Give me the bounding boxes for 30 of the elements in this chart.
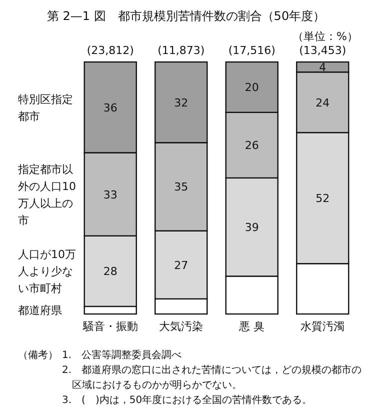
series-label: 指定都市以外の人口10万人以上の市	[17, 162, 76, 227]
data-label: 32	[174, 96, 188, 110]
text: （備考）	[18, 349, 58, 361]
data-label: 36	[103, 101, 118, 114]
data-label: 28	[103, 265, 118, 278]
text: 都道府県	[18, 304, 62, 318]
data-label: 35	[174, 180, 188, 194]
data-label: 39	[244, 221, 259, 234]
data-label: 4	[319, 61, 326, 74]
data-label: 33	[103, 188, 118, 202]
x-tick-label: 大気汚染	[159, 320, 204, 333]
text: 1. 公害等調整委員会調べ	[62, 349, 182, 361]
data-label: 27	[174, 258, 188, 272]
chart-title: 第 2—1 図 都市規模別苦情件数の割合（50年度）	[46, 9, 326, 23]
data-label: 52	[316, 192, 330, 206]
text: (17,516)	[228, 44, 276, 57]
x-tick-label: 水質汚濁	[300, 320, 345, 333]
series-label: 特別区指定都市	[18, 92, 73, 123]
text: (23,812)	[86, 44, 134, 57]
x-tick-label: 騒音・振動	[82, 320, 138, 333]
text: (11,873)	[158, 44, 205, 57]
data-label: 24	[316, 96, 330, 110]
text: （単位：%）	[292, 30, 358, 43]
data-label: 20	[244, 81, 259, 94]
series-label: 人口が10万人より少ない市町村	[18, 248, 76, 296]
data-label: 26	[244, 139, 259, 152]
text: 3. ( )内は，50年度における全国の苦情件数である。	[62, 394, 312, 406]
text: (13,453)	[299, 44, 346, 57]
text: 2. 都道府県の窓口に出された苦情については，どの規模の都市の区域におけるものかが明らかでない。	[62, 364, 362, 391]
x-tick-label: 悪 臭	[238, 320, 265, 333]
